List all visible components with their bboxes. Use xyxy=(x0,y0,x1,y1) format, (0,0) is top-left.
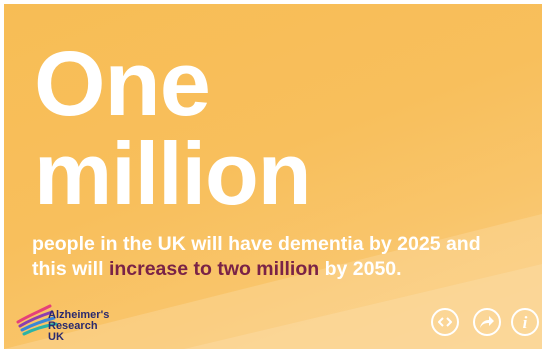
logo-line-2: Research xyxy=(48,320,98,332)
headline-line-1: One xyxy=(34,33,211,135)
statistic-suffix: by 2050. xyxy=(319,258,402,280)
statistic-prefix: this will xyxy=(32,258,109,280)
embed-button[interactable] xyxy=(431,308,459,336)
logo-wordmark: Alzheimer's Research UK xyxy=(48,310,109,343)
share-button[interactable] xyxy=(473,308,501,336)
headline-line-2: million xyxy=(34,124,312,223)
statistic-highlight: increase to two million xyxy=(108,258,320,280)
info-icon: i xyxy=(522,312,528,332)
alzheimers-research-logo-mark xyxy=(16,304,58,336)
statistic-text: people in the UK will have dementia by 2… xyxy=(32,232,532,282)
statistic-line-1: people in the UK will have dementia by 2… xyxy=(32,233,481,255)
statistic-line-2: this will increase to two million by 205… xyxy=(32,257,532,282)
embed-code-icon xyxy=(438,317,452,327)
logo-line-3: UK xyxy=(48,331,64,343)
infographic-card: One million people in the UK will have d… xyxy=(4,4,542,349)
info-button[interactable]: i xyxy=(511,308,539,336)
share-arrow-icon xyxy=(480,316,494,328)
logo-line-1: Alzheimer's xyxy=(48,309,110,321)
